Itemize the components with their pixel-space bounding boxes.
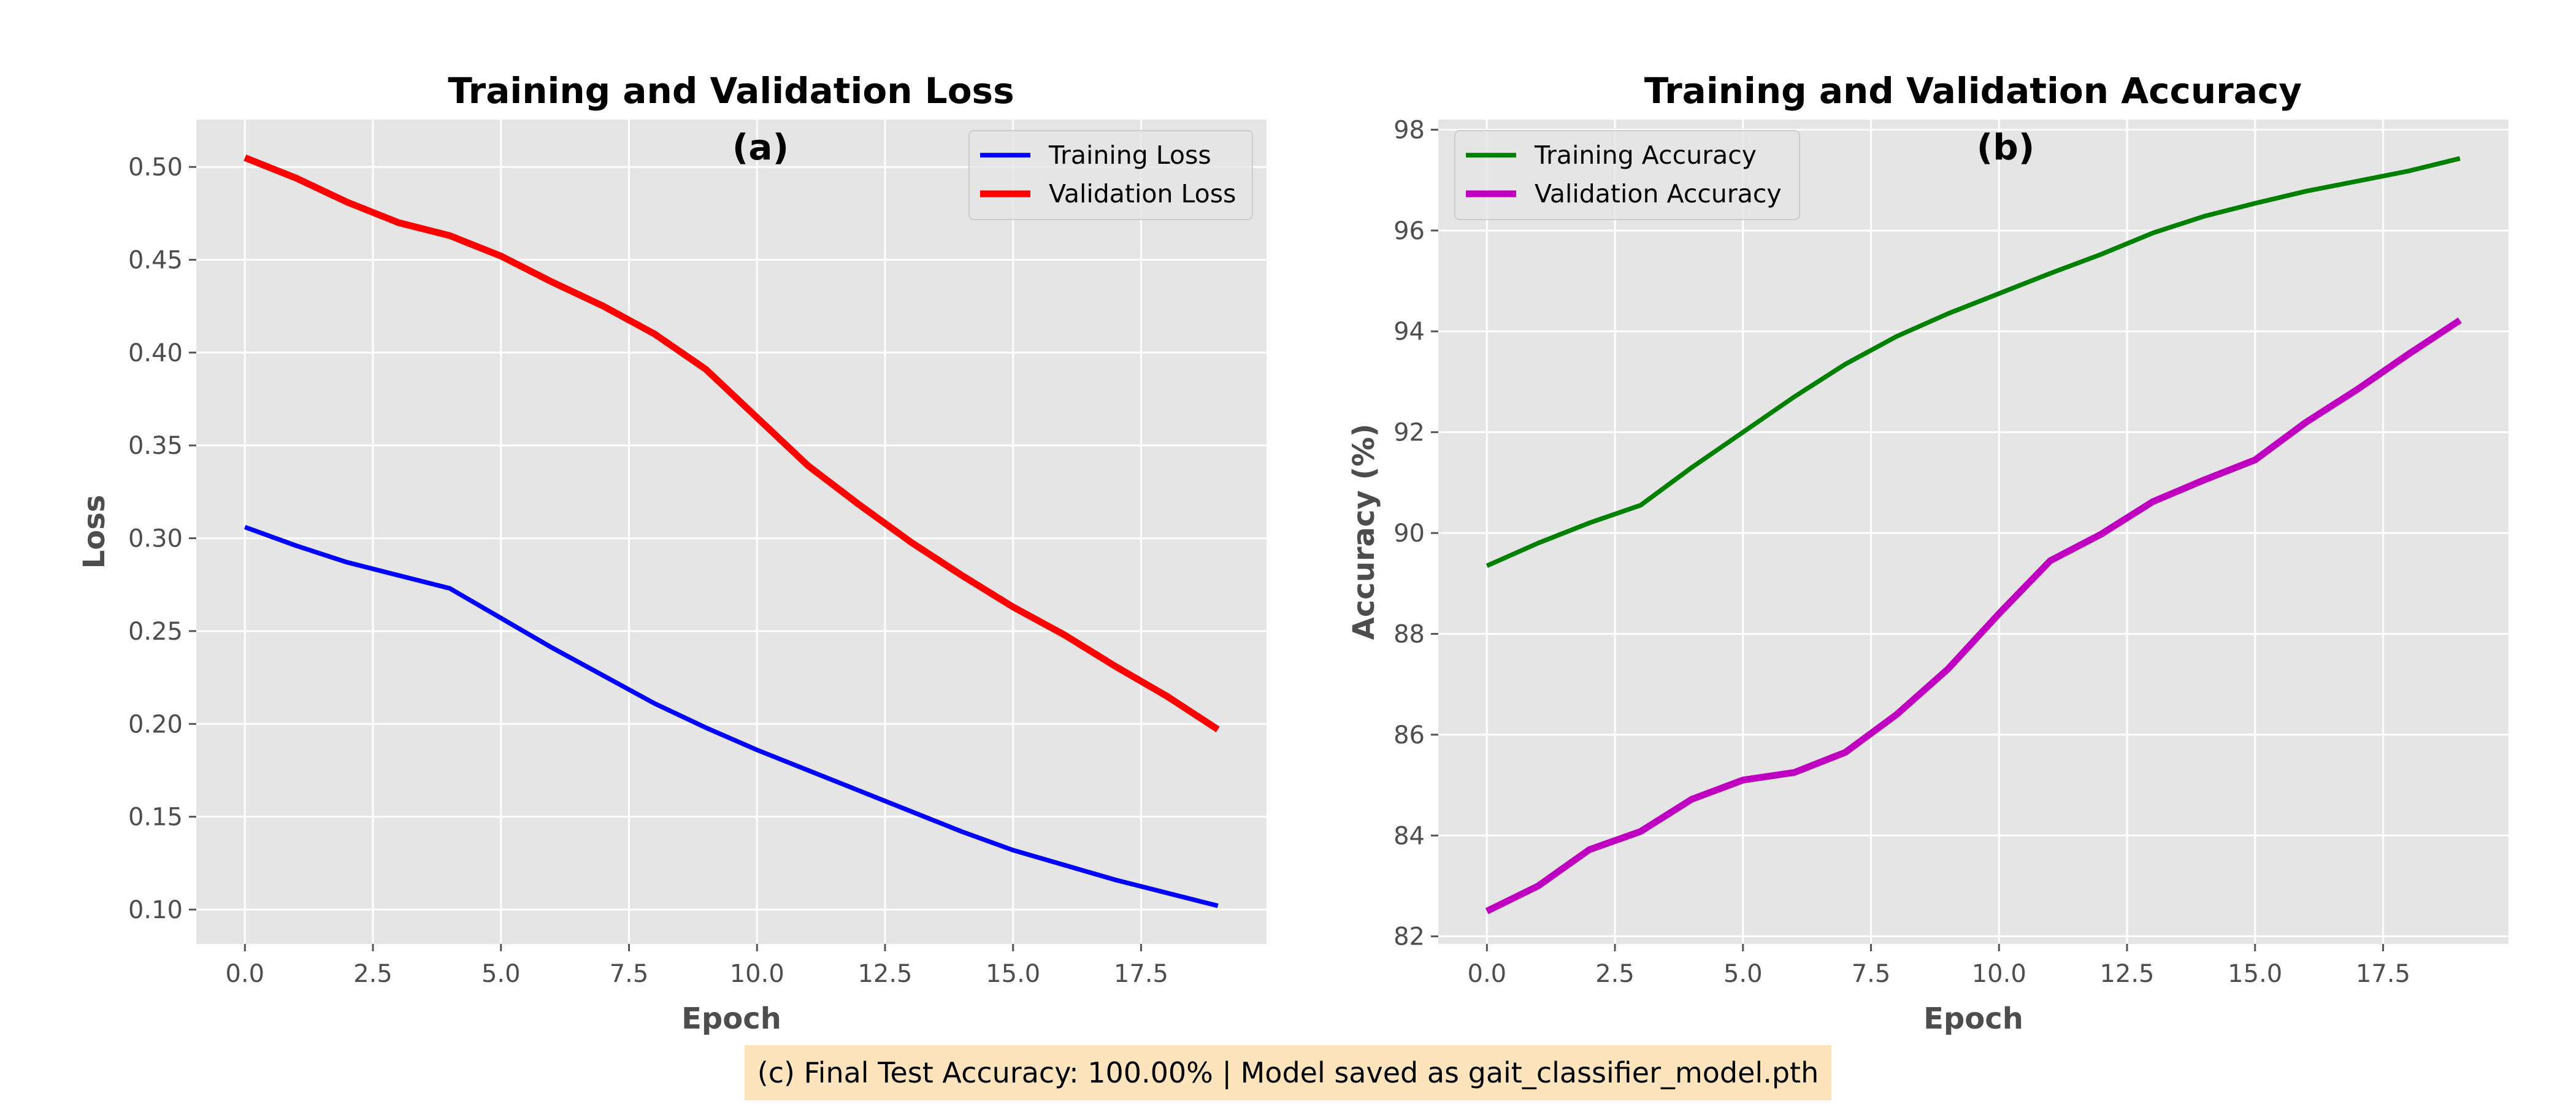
- y-axis-label: Loss: [77, 495, 112, 569]
- legend-box: [1454, 130, 1800, 220]
- x-axis-label: Epoch: [1923, 1002, 2023, 1036]
- chart-panel-accuracy: 0.0 2.5 5.0 7.5 10.0 12.5 15.0 17.5 82 84 86 88 90 92…: [1347, 70, 2509, 1036]
- validation-accuracy-line: [1485, 317, 2462, 914]
- x-tick-label: 15.0: [2228, 960, 2282, 988]
- y-tick-label: 84: [1393, 822, 1425, 850]
- y-tick-label: 96: [1393, 217, 1425, 245]
- x-tick-label: 12.5: [2099, 960, 2154, 988]
- y-tick-label: 0.15: [128, 803, 183, 832]
- final-accuracy-text: (c) Final Test Accuracy: 100.00% | Model…: [757, 1056, 1819, 1089]
- x-tick-label: 5.0: [481, 960, 521, 988]
- y-tick-label: 82: [1393, 923, 1425, 951]
- legend-entry: Training Accuracy: [1534, 140, 1757, 170]
- x-tick-label: 7.5: [610, 960, 649, 988]
- y-axis-label: Accuracy (%): [1347, 424, 1381, 640]
- y-tick-label: 0.40: [128, 339, 183, 367]
- final-accuracy-banner: (c) Final Test Accuracy: 100.00% | Model…: [745, 1045, 1831, 1100]
- x-tick-label: 0.0: [226, 960, 265, 988]
- y-tick-label: 98: [1393, 116, 1425, 144]
- x-axis-label: Epoch: [681, 1002, 781, 1036]
- y-tick-label: 0.35: [128, 432, 183, 460]
- x-tick-label: 17.5: [2356, 960, 2410, 988]
- plot-background: [1438, 120, 2509, 944]
- x-tick-label: 17.5: [1114, 960, 1168, 988]
- x-tick-label: 10.0: [730, 960, 784, 988]
- training-loss-line: [244, 524, 1219, 908]
- legend-entry: Validation Accuracy: [1535, 179, 1782, 209]
- y-tick-label: 0.30: [128, 525, 183, 553]
- x-tick-label: 0.0: [1468, 960, 1507, 988]
- chart-panel-loss: 0.0 2.5 5.0 7.5 10.0 12.5 15.0 17.5 0.10 0.15 0.20…: [77, 70, 1267, 1036]
- x-tick-label: 7.5: [1852, 960, 1891, 988]
- y-tick-label: 0.10: [128, 896, 183, 924]
- legend-entry: Training Loss: [1048, 140, 1211, 170]
- legend-box: [968, 130, 1253, 220]
- x-tick-label: 15.0: [986, 960, 1040, 988]
- y-tick-label: 0.45: [128, 247, 183, 275]
- legend-entry: Validation Loss: [1049, 179, 1236, 209]
- legend: Training Loss Validation Loss: [968, 130, 1253, 220]
- y-tick-label: 92: [1393, 419, 1425, 447]
- validation-loss-line: [243, 154, 1220, 733]
- y-tick-label: 0.20: [128, 710, 183, 738]
- y-tick-label: 90: [1393, 519, 1425, 548]
- y-tick-label: 88: [1393, 620, 1425, 648]
- legend: Training Accuracy Validation Accuracy: [1454, 130, 1800, 220]
- x-tick-label: 2.5: [353, 960, 393, 988]
- x-tick-label: 2.5: [1595, 960, 1635, 988]
- training-accuracy-line: [1485, 156, 2461, 568]
- y-tick-label: 86: [1393, 721, 1425, 749]
- y-tick-label: 0.25: [128, 618, 183, 646]
- x-tick-label: 12.5: [857, 960, 912, 988]
- chart-title: Training and Validation Accuracy: [1644, 70, 2302, 112]
- x-tick-label: 5.0: [1723, 960, 1763, 988]
- y-tick-label: 0.50: [128, 153, 183, 182]
- panel-label: (a): [732, 126, 789, 168]
- x-tick-label: 10.0: [1972, 960, 2026, 988]
- y-tick-label: 94: [1393, 318, 1425, 346]
- plot-background: [196, 120, 1267, 944]
- chart-title: Training and Validation Loss: [448, 70, 1014, 112]
- panel-label: (b): [1977, 126, 2035, 168]
